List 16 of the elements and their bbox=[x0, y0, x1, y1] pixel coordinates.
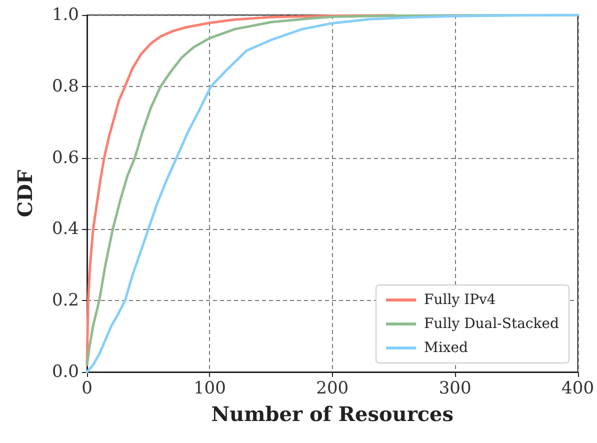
x-tick-label: 300 bbox=[438, 378, 472, 398]
y-tick-label: 0.4 bbox=[52, 219, 79, 240]
y-tick-label: 0.8 bbox=[52, 76, 79, 96]
x-axis-title: Number of Resources bbox=[211, 402, 454, 426]
y-tick-label: 0.6 bbox=[52, 148, 79, 168]
y-tick-label: 0.0 bbox=[52, 362, 79, 382]
y-tick-label: 1.0 bbox=[52, 5, 79, 25]
x-tick-label: 200 bbox=[316, 378, 349, 398]
legend-label: Mixed bbox=[424, 340, 468, 356]
x-tick-label: 400 bbox=[562, 378, 594, 398]
y-tick-label: 0.2 bbox=[52, 290, 79, 311]
legend-label: Fully IPv4 bbox=[424, 292, 496, 308]
x-tick-label: 100 bbox=[193, 378, 226, 398]
legend-label: Fully Dual-Stacked bbox=[424, 316, 560, 332]
y-axis-title: CDF bbox=[13, 170, 37, 218]
x-tick-label: 0 bbox=[82, 378, 92, 398]
